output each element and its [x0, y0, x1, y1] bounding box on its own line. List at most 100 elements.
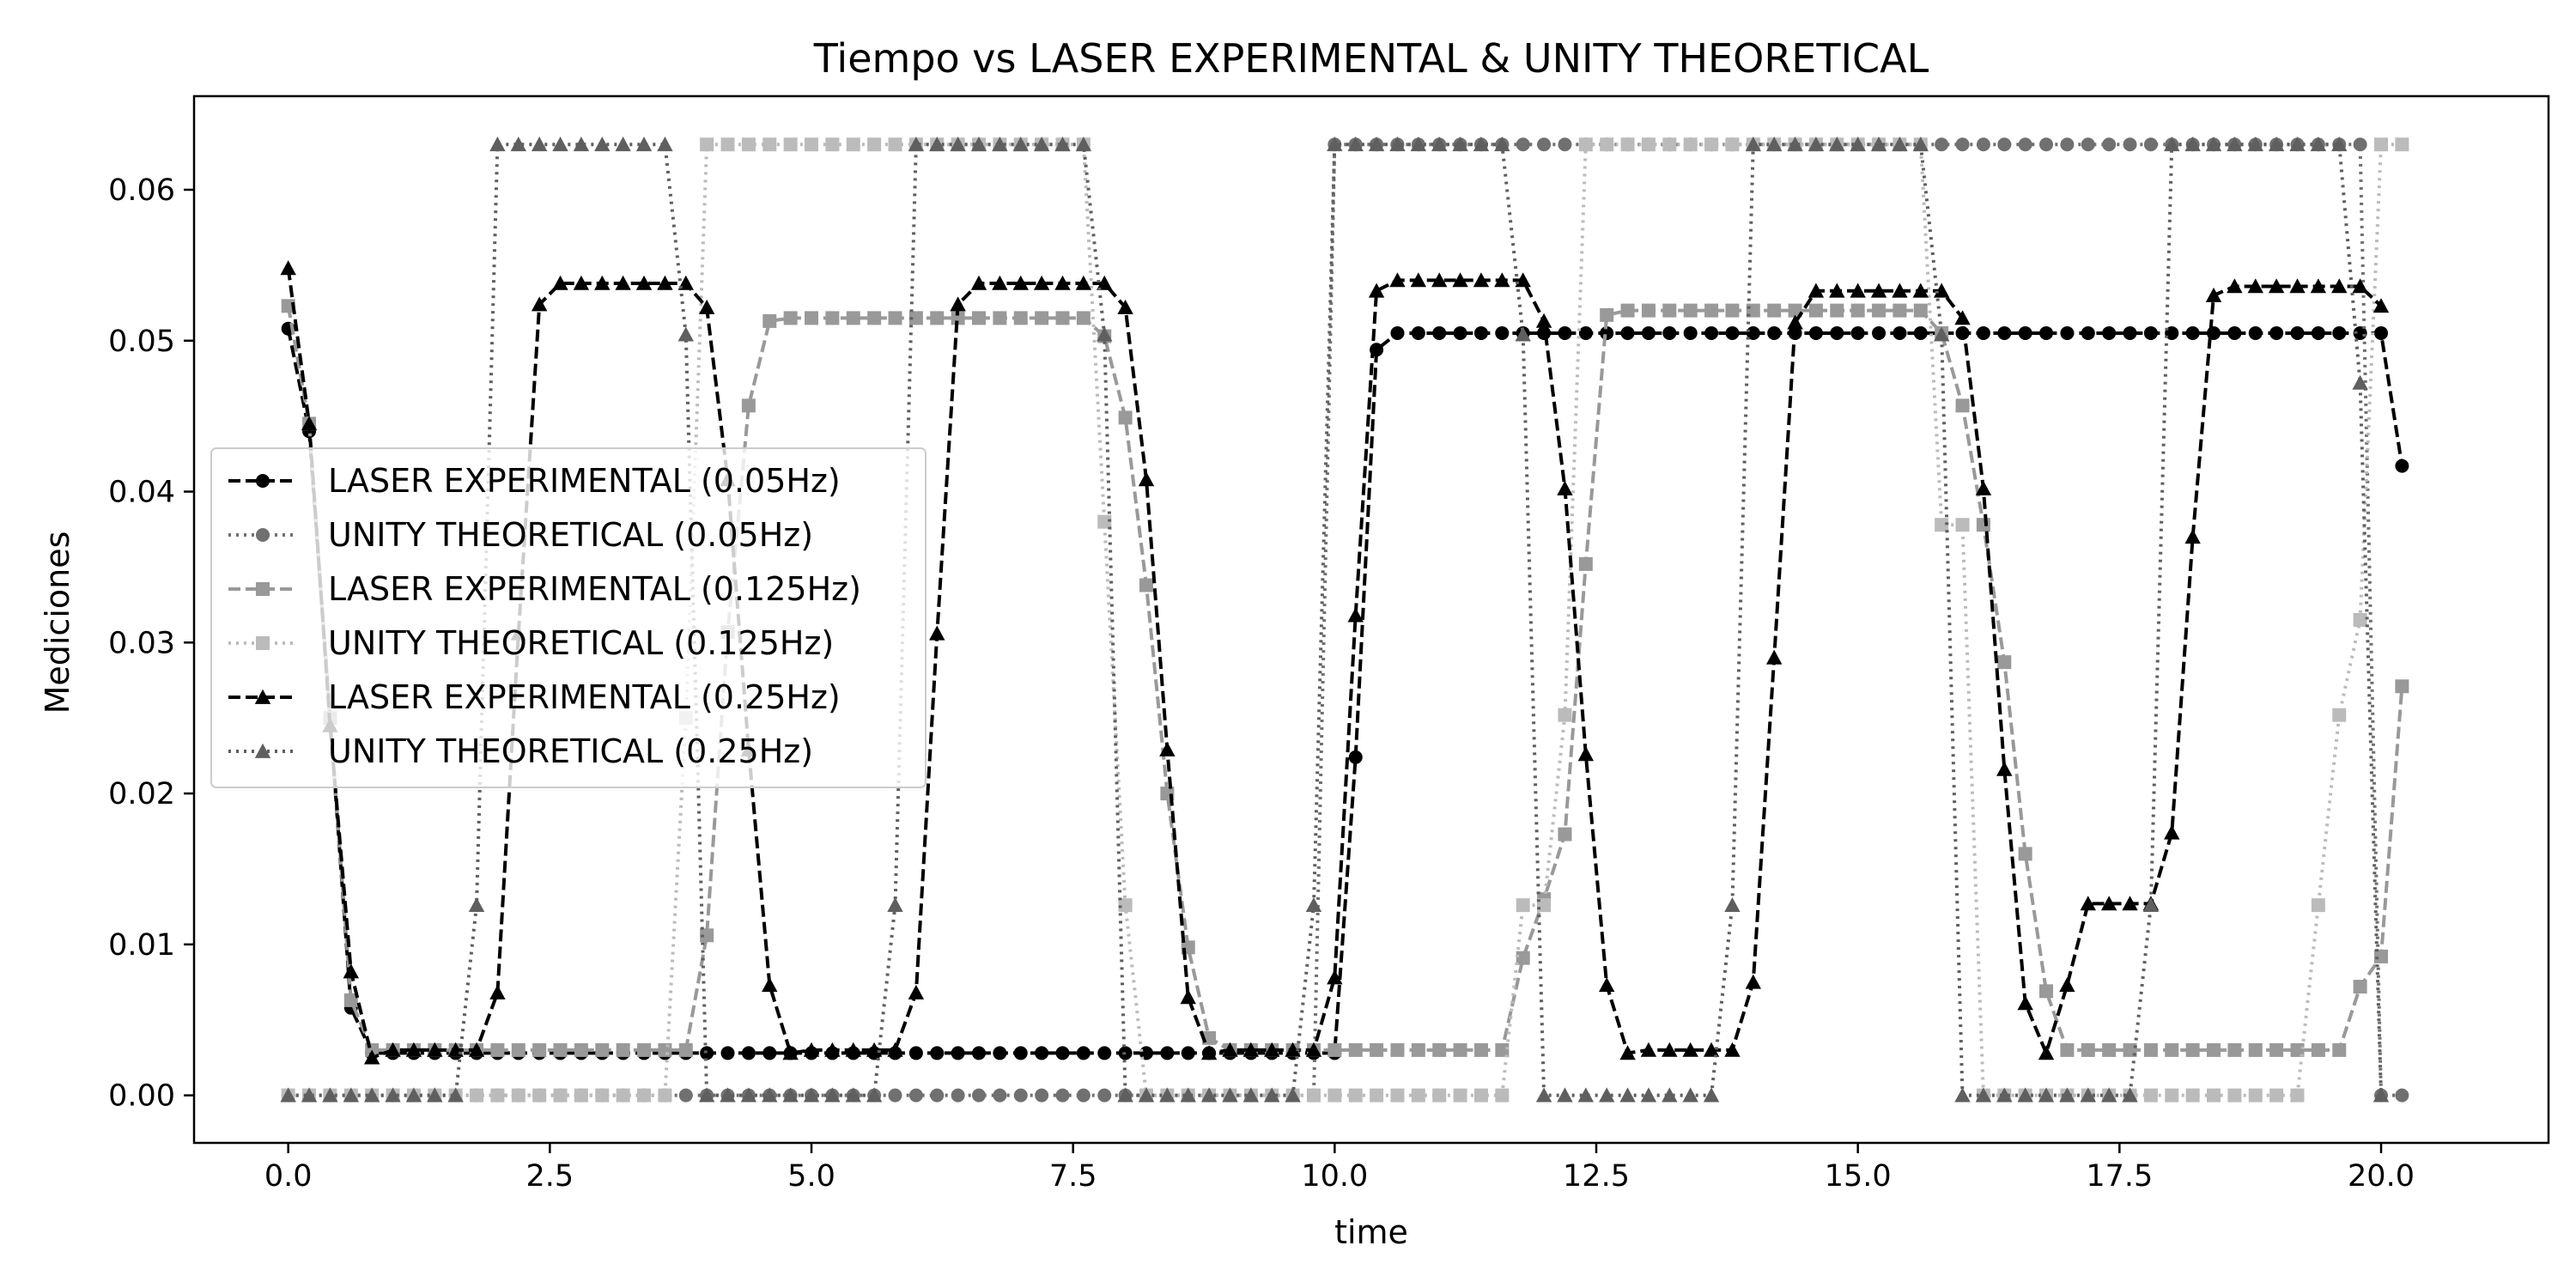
series-6-point	[929, 137, 945, 152]
series-3-point	[1578, 556, 1593, 571]
series-5-point	[762, 977, 778, 993]
legend-label: UNITY THEORETICAL (0.25Hz)	[328, 732, 813, 770]
series-6-point	[992, 137, 1008, 152]
series-4-point	[2227, 1088, 2242, 1103]
series-3-point	[2039, 984, 2054, 999]
series-4-point	[1306, 1088, 1321, 1103]
series-4-point	[1495, 1088, 1510, 1103]
series-3-point	[2185, 1042, 2200, 1057]
series-4-point	[470, 1088, 484, 1103]
series-6-point	[343, 1087, 359, 1103]
series-2-point	[1558, 137, 1572, 152]
series-5-point	[1807, 283, 1825, 298]
series-5-point	[280, 260, 296, 276]
series-6-point	[824, 1087, 841, 1103]
series-3-point	[2081, 1042, 2095, 1057]
series-6-point	[1745, 137, 1762, 152]
series-6-point	[1180, 1087, 1196, 1103]
series-3-point	[1662, 303, 1677, 318]
series-3-point	[532, 1042, 547, 1057]
series-6-point	[363, 1087, 380, 1103]
series-1-point	[1348, 750, 1363, 764]
series-3-point	[1704, 303, 1719, 318]
series-5-point	[1933, 283, 1950, 298]
series-4-point	[637, 1088, 652, 1103]
series-6-point	[447, 1087, 464, 1103]
series-1-point	[1725, 325, 1740, 340]
series-5-point	[405, 1042, 422, 1057]
series-2-point	[1537, 137, 1552, 152]
legend-label: UNITY THEORETICAL (0.05Hz)	[328, 516, 813, 554]
series-3-point	[762, 313, 777, 328]
y-tick-label: 0.06	[108, 173, 175, 208]
series-6-point	[1829, 137, 1845, 152]
series-6-point	[301, 1087, 318, 1103]
series-2-point	[1997, 137, 2012, 152]
series-2-point	[1035, 1088, 1049, 1103]
series-2-point	[1055, 1088, 1070, 1103]
series-6-point	[2372, 1087, 2390, 1103]
series-3-point	[1893, 303, 1907, 318]
series-4-point	[1473, 1088, 1488, 1103]
series-6-point	[1410, 137, 1427, 152]
series-6-point	[1033, 137, 1050, 152]
series-1-point	[1181, 1046, 1195, 1060]
series-3-point	[993, 311, 1007, 325]
series-6-point	[845, 1087, 861, 1103]
series-1-point	[1390, 325, 1405, 340]
series-6-point	[1242, 1087, 1260, 1103]
series-6-point	[1557, 1087, 1573, 1103]
series-2-point	[678, 1088, 693, 1103]
series-2-point	[2143, 137, 2158, 152]
series-5-point	[1640, 1042, 1657, 1057]
series-4-point	[1370, 1088, 1384, 1103]
series-1-point	[2227, 325, 2242, 340]
series-4-point	[805, 137, 819, 152]
series-3-point	[2353, 980, 2367, 994]
plot-area: 0.0 2.5 5.0 7.5 10.0 12.5 15.0 17.5 20.0 0.00 0.01…	[108, 94, 2550, 1194]
x-tick-label: 2.5	[526, 1159, 574, 1194]
series-5-point	[845, 1042, 861, 1057]
series-1-point	[1872, 325, 1886, 340]
series-4-point	[2248, 1088, 2263, 1103]
series-5-point	[1745, 974, 1762, 989]
series-4-point	[616, 1088, 630, 1103]
series-1-point	[1558, 325, 1572, 340]
series-6-point	[1682, 1087, 1698, 1103]
series-5-point	[1787, 314, 1803, 330]
series-1-point	[1662, 325, 1677, 340]
series-1-point	[2018, 325, 2032, 340]
series-5-point	[929, 625, 945, 641]
series-4-point	[553, 1088, 568, 1103]
series-6-point	[1264, 1087, 1280, 1103]
series-5-point	[1159, 741, 1176, 756]
series-1-point	[720, 1046, 735, 1060]
series-6-point	[1515, 326, 1531, 342]
series-1-point	[1411, 325, 1425, 340]
series-3-point	[2227, 1042, 2242, 1057]
series-5-point	[552, 275, 568, 290]
series-5-point	[1200, 1045, 1218, 1060]
legend-item-4: UNITY THEORETICAL (0.125Hz)	[228, 624, 834, 662]
series-1-point	[993, 1046, 1007, 1060]
series-4-point	[2332, 708, 2347, 722]
series-3-point	[1055, 311, 1070, 325]
series-4-point	[2207, 1088, 2221, 1103]
series-4-point	[1390, 1088, 1405, 1103]
series-5-point	[1431, 272, 1448, 288]
series-3-point	[1620, 303, 1635, 318]
series-3-point	[867, 311, 882, 325]
series-5-point	[2080, 896, 2096, 911]
x-tick-label: 7.5	[1049, 1159, 1097, 1194]
x-tick-label: 20.0	[2348, 1159, 2415, 1194]
series-5-point	[427, 1042, 443, 1057]
series-3-point	[2374, 949, 2389, 963]
series-1-point	[1013, 1046, 1028, 1060]
series-6-point	[1075, 137, 1092, 152]
series-5-point	[908, 984, 925, 999]
series-3-point	[1600, 307, 1614, 322]
series-3-point	[2060, 1042, 2075, 1057]
series-5-point	[1892, 283, 1908, 298]
series-6-point	[866, 1087, 883, 1103]
